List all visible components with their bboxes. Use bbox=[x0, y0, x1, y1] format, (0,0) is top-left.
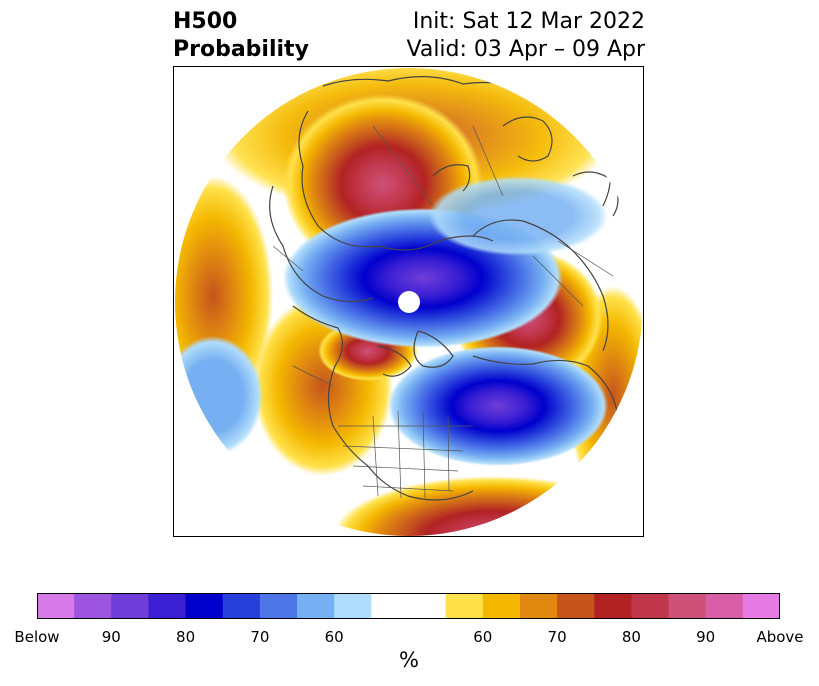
colorbar-tick-label: 60 bbox=[324, 628, 344, 646]
colorbar-swatch bbox=[668, 593, 707, 619]
anomaly-lobe-arctic bbox=[428, 176, 608, 256]
coastlines bbox=[269, 76, 619, 501]
colorbar-swatch bbox=[742, 593, 780, 619]
colorbar-tick-label: 60 bbox=[473, 628, 493, 646]
chart-title-left: H500 Probability bbox=[173, 8, 309, 64]
colorbar-swatch bbox=[631, 593, 670, 619]
chart-title-right: Init: Sat 12 Mar 2022 Valid: 03 Apr – 09… bbox=[407, 8, 646, 64]
colorbar-tick-label: Above bbox=[756, 628, 804, 646]
colorbar-swatch bbox=[111, 593, 149, 619]
colorbar-swatch bbox=[148, 593, 187, 619]
colorbar-swatch bbox=[705, 593, 744, 619]
colorbar-swatch bbox=[222, 593, 261, 619]
colorbar-swatch bbox=[74, 593, 112, 619]
colorbar-swatch bbox=[408, 593, 447, 619]
polar-data-gap bbox=[398, 291, 420, 313]
valid-range: Valid: 03 Apr – 09 Apr bbox=[406, 37, 646, 62]
colorbar-swatch bbox=[185, 593, 224, 619]
colorbar-tick-label: 70 bbox=[250, 628, 270, 646]
colorbar-tick-label: 70 bbox=[547, 628, 567, 646]
country-borders bbox=[272, 125, 614, 499]
colorbar-swatch bbox=[557, 593, 595, 619]
title-h500: H500 bbox=[173, 9, 238, 34]
map-border bbox=[173, 66, 644, 537]
colorbar-tick-label: 90 bbox=[101, 628, 121, 646]
title-probability: Probability bbox=[173, 37, 309, 62]
colorbar-tick-label: Below bbox=[14, 628, 60, 646]
probability-map bbox=[173, 66, 644, 537]
colorbar-swatch bbox=[445, 593, 484, 619]
colorbar-swatch bbox=[259, 593, 298, 619]
colorbar bbox=[37, 593, 780, 619]
colorbar-tick-label: 80 bbox=[621, 628, 641, 646]
colorbar-swatch bbox=[482, 593, 521, 619]
colorbar-swatch bbox=[334, 593, 372, 619]
colorbar-swatch bbox=[37, 593, 75, 619]
colorbar-swatch bbox=[594, 593, 632, 619]
colorbar-swatch bbox=[519, 593, 558, 619]
anomaly-center-atlantic bbox=[388, 346, 608, 466]
init-date: Init: Sat 12 Mar 2022 bbox=[412, 9, 645, 34]
colorbar-unit-label: % bbox=[399, 648, 419, 672]
colorbar-border bbox=[37, 593, 780, 619]
colorbar-tick-label: 90 bbox=[696, 628, 716, 646]
colorbar-swatch bbox=[371, 593, 409, 619]
colorbar-tick-label: 80 bbox=[176, 628, 196, 646]
colorbar-swatch bbox=[297, 593, 335, 619]
